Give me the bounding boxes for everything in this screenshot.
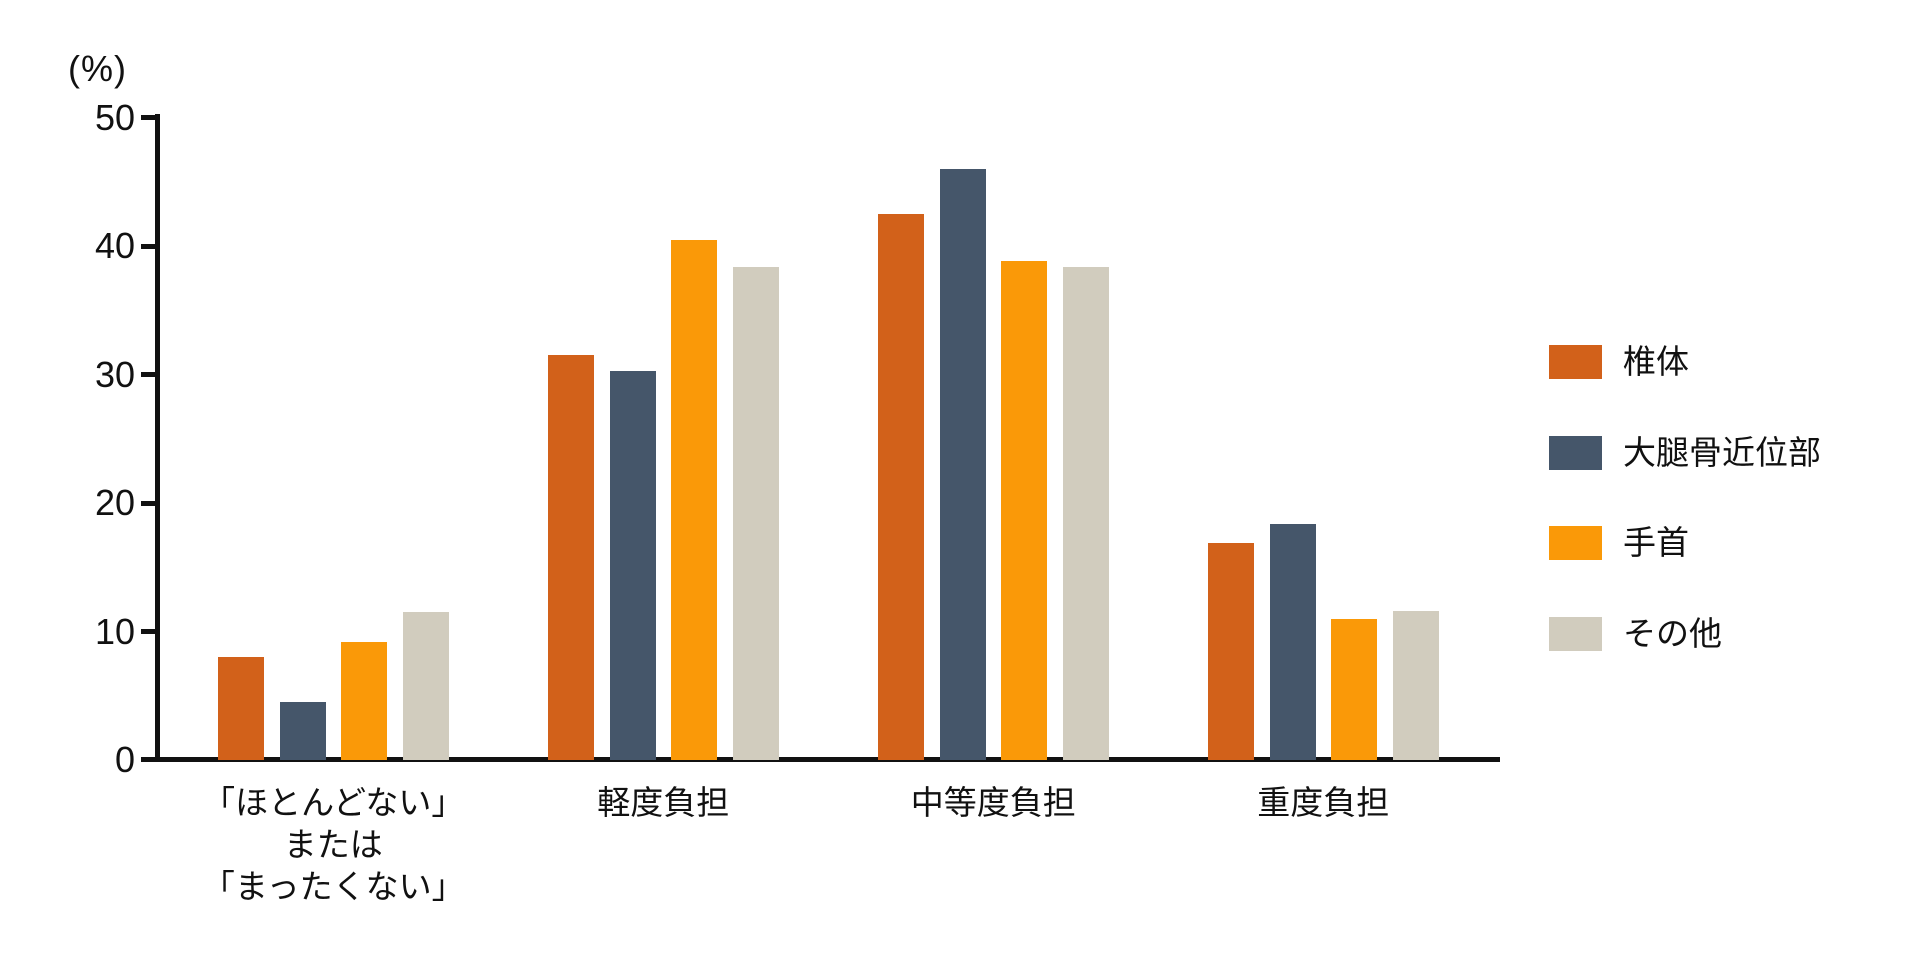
x-category-label-line: 中等度負担 [910,784,1076,821]
legend-label-series4: その他 [1623,614,1722,652]
bar-group4-series3 [1331,618,1377,760]
x-category-label-1: 「ほとんどない」 または「まったくない」 [113,782,553,908]
bar-group1-series2 [279,702,326,760]
y-tick-label-50: 50 [94,96,135,138]
bar-group1-series4 [402,612,449,760]
y-tick-mark-30 [141,372,155,377]
x-category-label-line: または [283,826,383,863]
y-tick-label-30: 30 [94,353,135,395]
legend-label-series1: 椎体 [1623,343,1689,380]
y-axis-unit-label: (%) [68,48,127,89]
y-tick-mark-20 [141,500,155,506]
bar-group3-series4 [1062,266,1109,760]
y-tick-label-0: 0 [114,739,135,780]
x-axis-line [141,757,1500,762]
legend-label-series2: 大腿骨近位部 [1623,433,1821,471]
bar-group2-series3 [671,239,717,760]
x-category-label-line: 「まったくない」 [201,868,465,905]
bar-group2-series4 [732,266,779,760]
legend-label-series3: 手首 [1623,524,1689,561]
bar-group4-series4 [1392,610,1439,760]
legend-swatch-series4 [1549,616,1602,651]
legend-swatch-series3 [1549,526,1602,560]
legend-swatch-series2 [1549,435,1602,470]
bar-group4-series1 [1208,542,1254,760]
y-axis-line [155,114,160,762]
x-category-label-3: 中等度負担 [773,782,1213,824]
bar-group3-series2 [939,168,986,760]
x-category-label-line: 軽度負担 [597,784,730,821]
y-tick-label-40: 40 [94,225,135,266]
x-category-label-2: 軽度負担 [443,782,883,824]
bar-group1-series1 [218,657,264,760]
y-tick-mark-50 [141,115,155,120]
bar-group3-series1 [878,213,924,760]
x-category-label-line: 「ほとんどない」 [202,784,465,821]
legend-swatch-series1 [1549,345,1602,379]
y-tick-label-10: 10 [94,610,135,652]
y-tick-label-20: 20 [94,482,135,523]
bar-group1-series3 [341,641,387,760]
bar-group2-series2 [609,370,656,760]
x-category-label-line: 重度負担 [1257,784,1390,821]
bar-group3-series3 [1001,261,1047,760]
y-tick-mark-10 [141,629,155,634]
x-category-label-4: 重度負担 [1103,782,1543,824]
bar-group4-series2 [1269,523,1316,760]
bar-group2-series1 [548,355,594,760]
y-tick-mark-40 [141,243,155,249]
